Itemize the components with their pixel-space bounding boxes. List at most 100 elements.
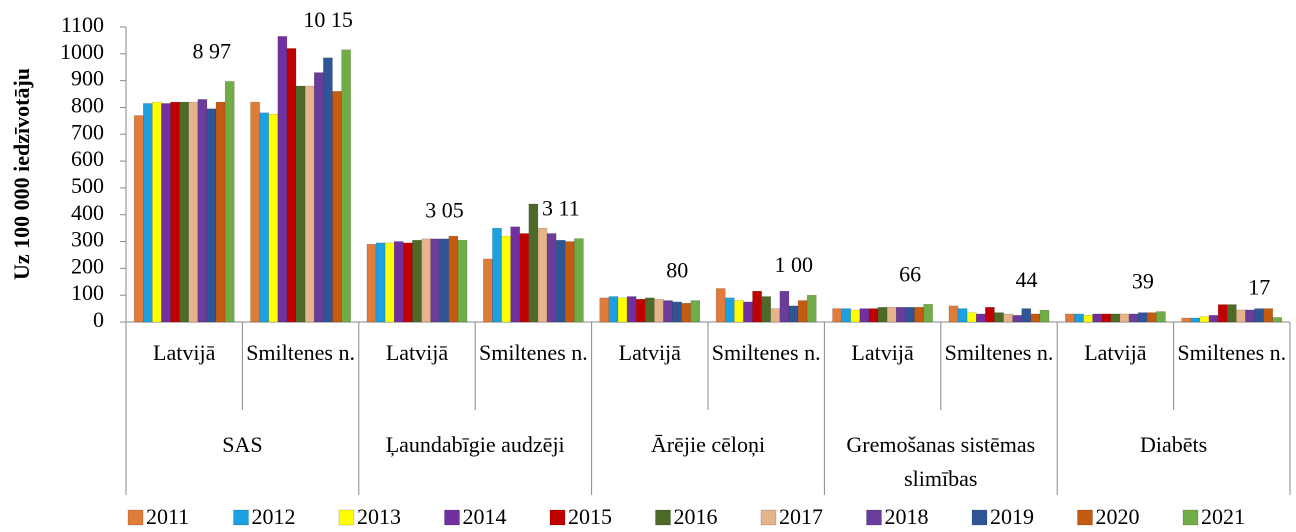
bar xyxy=(672,301,682,323)
y-tick-label: 300 xyxy=(71,227,104,252)
y-tick-label: 700 xyxy=(71,119,104,144)
bar xyxy=(332,91,342,323)
bar xyxy=(975,313,986,323)
y-tick-label: 900 xyxy=(71,66,104,91)
legend-swatch xyxy=(971,509,988,526)
group-label: SAS xyxy=(222,432,263,457)
bar xyxy=(1021,308,1032,323)
bar xyxy=(1190,317,1201,323)
legend-swatch xyxy=(1182,509,1199,526)
bar xyxy=(788,305,799,323)
legend-swatch xyxy=(338,509,355,526)
legend-label: 2012 xyxy=(252,504,296,529)
bar xyxy=(1101,313,1112,323)
bar xyxy=(1254,308,1264,323)
bar xyxy=(215,101,226,323)
group-label: Ārējie cēloņi xyxy=(650,432,766,457)
bar xyxy=(761,296,772,323)
y-tick-label: 600 xyxy=(71,146,104,171)
data-label: 17 xyxy=(1248,274,1270,299)
bar xyxy=(519,233,530,323)
bar xyxy=(850,309,861,323)
bar xyxy=(179,101,190,323)
bar xyxy=(832,308,842,323)
legend-swatch xyxy=(549,509,566,526)
bar xyxy=(743,301,753,323)
bar xyxy=(1245,309,1255,323)
bar xyxy=(1119,313,1130,323)
bar xyxy=(681,302,692,323)
bar xyxy=(133,115,144,323)
bar xyxy=(1217,304,1228,323)
bar xyxy=(314,72,324,323)
bar xyxy=(1263,308,1274,323)
bar xyxy=(403,242,413,323)
bar xyxy=(966,312,977,323)
bar xyxy=(608,296,619,323)
bar xyxy=(1236,309,1246,323)
y-tick-label: 800 xyxy=(71,93,104,118)
legend-swatch xyxy=(1077,509,1093,526)
bar xyxy=(546,233,557,323)
bar xyxy=(948,305,959,323)
legend-label: 2015 xyxy=(568,504,612,529)
data-label: 39 xyxy=(1132,269,1154,294)
bar xyxy=(501,235,511,323)
bar xyxy=(1226,304,1237,323)
bar xyxy=(430,238,441,323)
bar xyxy=(152,101,162,323)
x-tick-label: Latvijā xyxy=(618,340,681,365)
legend-label: 2018 xyxy=(885,504,929,529)
data-label: 80 xyxy=(666,258,688,283)
bar xyxy=(483,258,493,323)
bar xyxy=(323,57,333,323)
bar xyxy=(779,290,790,323)
bar xyxy=(896,307,906,323)
bar xyxy=(565,241,575,323)
bar xyxy=(1092,313,1102,323)
group-label: Ļaundabīgie audzēji xyxy=(385,432,565,457)
bar xyxy=(886,307,897,323)
bar xyxy=(1039,309,1050,323)
bar xyxy=(366,243,377,323)
bar xyxy=(170,101,180,323)
legend-swatch xyxy=(760,509,777,526)
legend-label: 2013 xyxy=(357,504,401,529)
group-label: Gremošanas sistēmas slimības xyxy=(846,432,1036,491)
bar xyxy=(439,238,450,323)
x-tick-label: Smiltenes n. xyxy=(1177,340,1287,365)
y-tick-label: 100 xyxy=(71,280,104,305)
bar xyxy=(1208,315,1219,323)
bar xyxy=(286,48,297,323)
legend-swatch xyxy=(655,509,671,526)
bar xyxy=(384,242,395,323)
bar xyxy=(1083,315,1093,323)
legend-label: 2011 xyxy=(146,504,189,529)
bar xyxy=(277,36,288,323)
bar xyxy=(393,241,404,323)
bar xyxy=(1003,313,1013,323)
bar xyxy=(197,99,208,323)
bar xyxy=(206,108,217,323)
bar xyxy=(1012,315,1023,323)
bar xyxy=(770,308,781,323)
bar xyxy=(1128,313,1139,323)
bar xyxy=(599,297,610,323)
y-axis-label: Uz 100 000 iedzīvotāju xyxy=(9,68,34,280)
legend-swatch xyxy=(127,509,144,526)
bar xyxy=(250,101,260,323)
bar xyxy=(1110,313,1121,323)
bar xyxy=(448,235,459,323)
data-label: 66 xyxy=(899,261,921,286)
y-tick-label: 1100 xyxy=(61,12,104,37)
legend-label: 2014 xyxy=(463,504,507,529)
bar xyxy=(797,300,808,323)
bar xyxy=(528,203,539,323)
bar xyxy=(724,297,735,323)
bar xyxy=(259,112,269,323)
bar xyxy=(690,300,701,323)
bar xyxy=(859,308,870,323)
bar xyxy=(923,304,933,323)
